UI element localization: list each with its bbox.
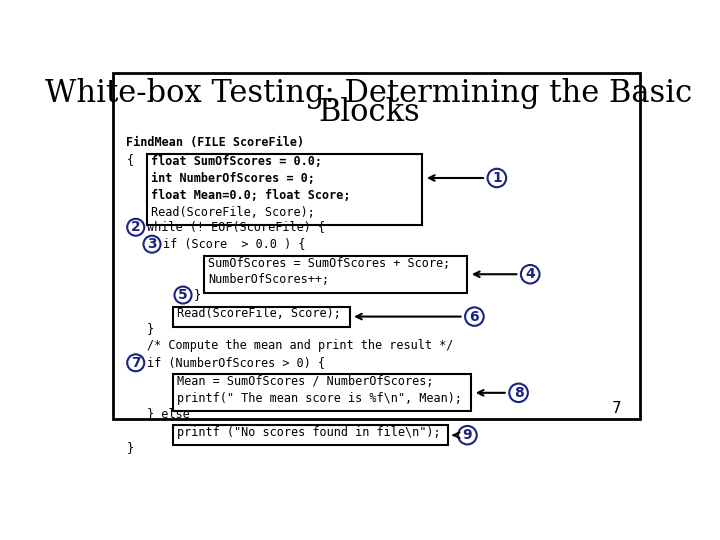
Text: Read(ScoreFile, Score);: Read(ScoreFile, Score); <box>151 206 315 219</box>
Text: 1: 1 <box>492 171 502 185</box>
Text: while (! EOF(ScoreFile) {: while (! EOF(ScoreFile) { <box>147 220 325 233</box>
Text: if (Score  > 0.0 ) {: if (Score > 0.0 ) { <box>163 237 305 250</box>
Bar <box>173 307 350 327</box>
Bar <box>113 72 640 419</box>
Text: printf(" The mean score is %f\n", Mean);: printf(" The mean score is %f\n", Mean); <box>177 392 462 405</box>
Bar <box>173 425 448 445</box>
Circle shape <box>127 219 144 236</box>
Text: 2: 2 <box>131 220 140 234</box>
Circle shape <box>127 354 144 372</box>
Circle shape <box>487 168 506 187</box>
Text: 5: 5 <box>178 288 188 302</box>
Text: /* Compute the mean and print the result */: /* Compute the mean and print the result… <box>147 339 453 352</box>
Text: int NumberOfScores = 0;: int NumberOfScores = 0; <box>151 172 315 185</box>
Circle shape <box>458 426 477 444</box>
Text: NumberOfScores++;: NumberOfScores++; <box>208 273 329 286</box>
Circle shape <box>521 265 539 284</box>
Text: } else: } else <box>147 407 189 420</box>
Text: float Mean=0.0; float Score;: float Mean=0.0; float Score; <box>151 189 351 202</box>
Circle shape <box>143 236 161 253</box>
Bar <box>204 256 467 293</box>
Text: Blocks: Blocks <box>318 97 420 128</box>
Text: 7: 7 <box>131 356 140 370</box>
Text: Mean = SumOfScores / NumberOfScores;: Mean = SumOfScores / NumberOfScores; <box>177 375 433 388</box>
Text: 6: 6 <box>469 309 480 323</box>
Text: if (NumberOfScores > 0) {: if (NumberOfScores > 0) { <box>147 356 325 369</box>
Text: printf ("No scores found in file\n");: printf ("No scores found in file\n"); <box>177 426 441 439</box>
Text: 7: 7 <box>612 401 621 416</box>
Bar <box>173 374 472 411</box>
Text: 8: 8 <box>513 386 523 400</box>
Text: }: } <box>147 322 153 335</box>
Text: 3: 3 <box>147 237 157 251</box>
Text: FindMean (FILE ScoreFile): FindMean (FILE ScoreFile) <box>127 136 305 148</box>
Text: float SumOfScores = 0.0;: float SumOfScores = 0.0; <box>151 155 323 168</box>
Bar <box>148 154 423 225</box>
Text: Read(ScoreFile, Score);: Read(ScoreFile, Score); <box>177 307 341 320</box>
Text: White-box Testing: Determining the Basic: White-box Testing: Determining the Basic <box>45 78 693 109</box>
Circle shape <box>174 287 192 303</box>
Text: 9: 9 <box>463 428 472 442</box>
Circle shape <box>465 307 484 326</box>
Circle shape <box>509 383 528 402</box>
Text: }: } <box>194 288 201 301</box>
Text: 4: 4 <box>526 267 535 281</box>
Text: {: { <box>127 153 133 166</box>
Text: SumOfScores = SumOfScores + Score;: SumOfScores = SumOfScores + Score; <box>208 256 450 269</box>
Text: }: } <box>127 441 133 454</box>
